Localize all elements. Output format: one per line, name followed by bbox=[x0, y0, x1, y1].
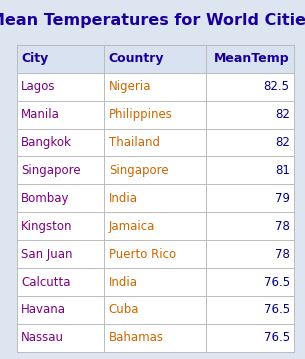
Text: Nigeria: Nigeria bbox=[109, 80, 151, 93]
Bar bbox=[17, 45, 294, 73]
Text: Philippines: Philippines bbox=[109, 108, 173, 121]
Text: Country: Country bbox=[109, 52, 164, 65]
Text: Puerto Rico: Puerto Rico bbox=[109, 248, 176, 261]
Text: 81: 81 bbox=[275, 164, 290, 177]
Text: San Juan: San Juan bbox=[21, 248, 73, 261]
Text: Havana: Havana bbox=[21, 303, 66, 317]
Text: 76.5: 76.5 bbox=[264, 276, 290, 289]
Text: Manila: Manila bbox=[21, 108, 60, 121]
Text: Bombay: Bombay bbox=[21, 192, 70, 205]
Text: Bahamas: Bahamas bbox=[109, 331, 164, 344]
Text: 78: 78 bbox=[275, 220, 290, 233]
Text: 76.5: 76.5 bbox=[264, 303, 290, 317]
Text: Kingston: Kingston bbox=[21, 220, 73, 233]
Text: Jamaica: Jamaica bbox=[109, 220, 155, 233]
Text: Bangkok: Bangkok bbox=[21, 136, 72, 149]
Text: Thailand: Thailand bbox=[109, 136, 160, 149]
Text: Nassau: Nassau bbox=[21, 331, 64, 344]
Text: 82: 82 bbox=[275, 136, 290, 149]
Text: India: India bbox=[109, 276, 138, 289]
Text: Mean Temperatures for World Cities: Mean Temperatures for World Cities bbox=[0, 13, 305, 28]
Text: Calcutta: Calcutta bbox=[21, 276, 71, 289]
Text: Singapore: Singapore bbox=[109, 164, 168, 177]
Text: India: India bbox=[109, 192, 138, 205]
Text: Lagos: Lagos bbox=[21, 80, 56, 93]
Text: Cuba: Cuba bbox=[109, 303, 139, 317]
Text: 82: 82 bbox=[275, 108, 290, 121]
Text: City: City bbox=[21, 52, 48, 65]
Text: 76.5: 76.5 bbox=[264, 331, 290, 344]
Text: 78: 78 bbox=[275, 248, 290, 261]
Text: 79: 79 bbox=[275, 192, 290, 205]
Text: 82.5: 82.5 bbox=[264, 80, 290, 93]
Text: Singapore: Singapore bbox=[21, 164, 81, 177]
Text: MeanTemp: MeanTemp bbox=[214, 52, 290, 65]
Bar bbox=[17, 45, 294, 352]
